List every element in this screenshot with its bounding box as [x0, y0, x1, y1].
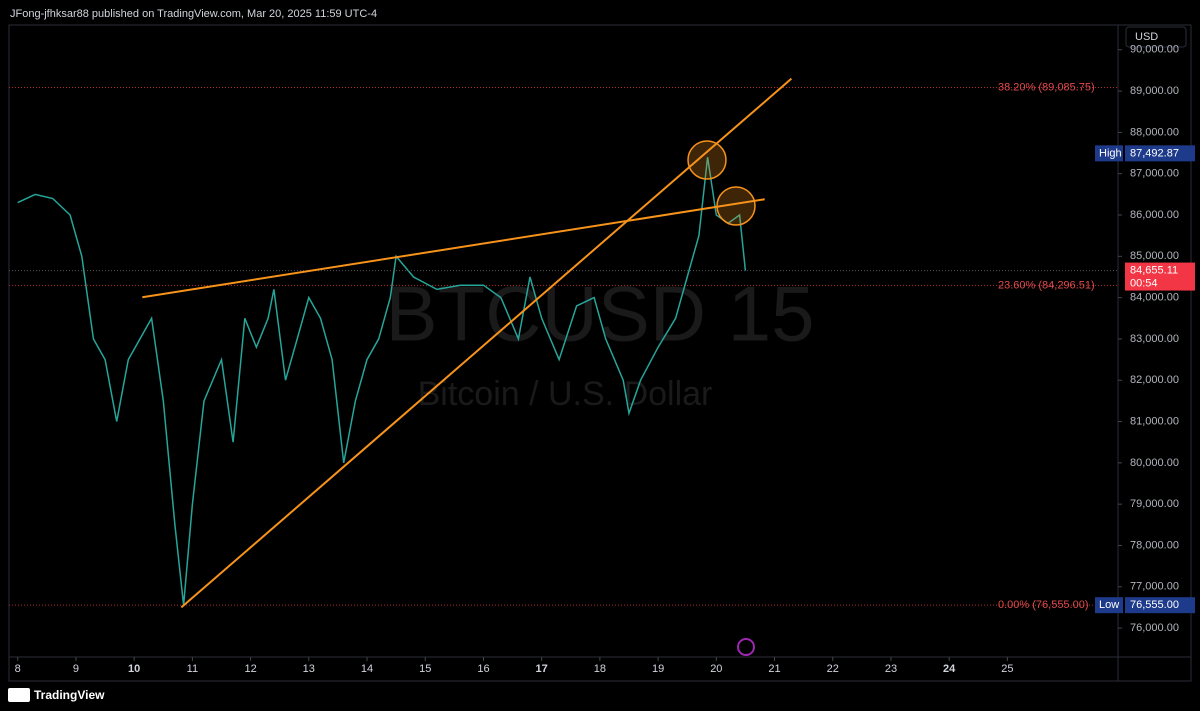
fib-label: 23.60% (84,296.51): [998, 279, 1095, 291]
fib-label: 0.00% (76,555.00): [998, 599, 1089, 611]
x-tick-label: 12: [244, 663, 256, 675]
y-tick-label: 86,000.00: [1130, 209, 1179, 221]
last-price-box: [1125, 262, 1195, 291]
high-price: 87,492.87: [1130, 147, 1179, 159]
x-tick-label: 21: [768, 663, 780, 675]
high-name: High: [1099, 147, 1122, 159]
countdown: 00:54: [1130, 277, 1158, 289]
event-icon[interactable]: [737, 638, 755, 656]
x-tick-label: 22: [827, 663, 839, 675]
price-line: [17, 157, 747, 606]
watermark-subtitle: Bitcoin / U.S. Dollar: [418, 375, 713, 413]
x-tick-label: 10: [128, 663, 140, 675]
x-tick-label: 15: [419, 663, 431, 675]
y-tick-label: 89,000.00: [1130, 85, 1179, 97]
y-tick-label: 90,000.00: [1130, 44, 1179, 56]
low-price-box: [1125, 597, 1195, 614]
low-name: Low: [1099, 599, 1119, 611]
y-tick-label: 82,000.00: [1130, 374, 1179, 386]
y-tick-label: 77,000.00: [1130, 581, 1179, 593]
currency-box[interactable]: [1125, 26, 1187, 48]
y-tick-label: 79,000.00: [1130, 498, 1179, 510]
highlight-circle: [687, 140, 727, 180]
header: JFong-jfhksar88 published on TradingView…: [10, 8, 377, 20]
y-tick-label: 83,000.00: [1130, 333, 1179, 345]
x-tick-label: 11: [187, 663, 198, 675]
x-tick-label: 8: [15, 663, 21, 675]
high-name-box: [1095, 145, 1123, 162]
brand: TradingView: [34, 688, 105, 702]
low-price: 76,555.00: [1130, 599, 1179, 611]
x-tick-label: 9: [73, 663, 79, 675]
y-tick-label: 85,000.00: [1130, 250, 1179, 262]
x-tick-label: 18: [594, 663, 606, 675]
trendline: [180, 77, 793, 609]
y-tick-label: 81,000.00: [1130, 415, 1179, 427]
x-tick-label: 17: [536, 663, 548, 675]
x-tick-label: 13: [303, 663, 315, 675]
x-tick-label: 14: [361, 663, 373, 675]
y-tick-label: 80,000.00: [1130, 457, 1179, 469]
currency[interactable]: USD: [1135, 31, 1158, 43]
low-name-box: [1095, 597, 1123, 614]
x-tick-label: 25: [1001, 663, 1013, 675]
y-tick-label: 78,000.00: [1130, 539, 1179, 551]
x-tick-label: 19: [652, 663, 664, 675]
x-tick-label: 20: [710, 663, 722, 675]
x-tick-label: 23: [885, 663, 897, 675]
fib-label: 38.20% (89,085.75): [998, 81, 1095, 93]
y-tick-label: 87,000.00: [1130, 168, 1179, 180]
watermark-title: BTCUSD 15: [385, 270, 814, 358]
high-price-box: [1125, 145, 1195, 162]
y-tick-label: 84,000.00: [1130, 292, 1179, 304]
last-price: 84,655.11: [1130, 264, 1178, 276]
y-tick-label: 88,000.00: [1130, 126, 1179, 138]
x-tick-label: 16: [477, 663, 489, 675]
frame: [8, 24, 1192, 682]
trendline: [142, 198, 765, 299]
x-tick-label: 24: [943, 663, 956, 675]
y-tick-label: 76,000.00: [1130, 622, 1179, 634]
brand-logo: [8, 688, 30, 702]
